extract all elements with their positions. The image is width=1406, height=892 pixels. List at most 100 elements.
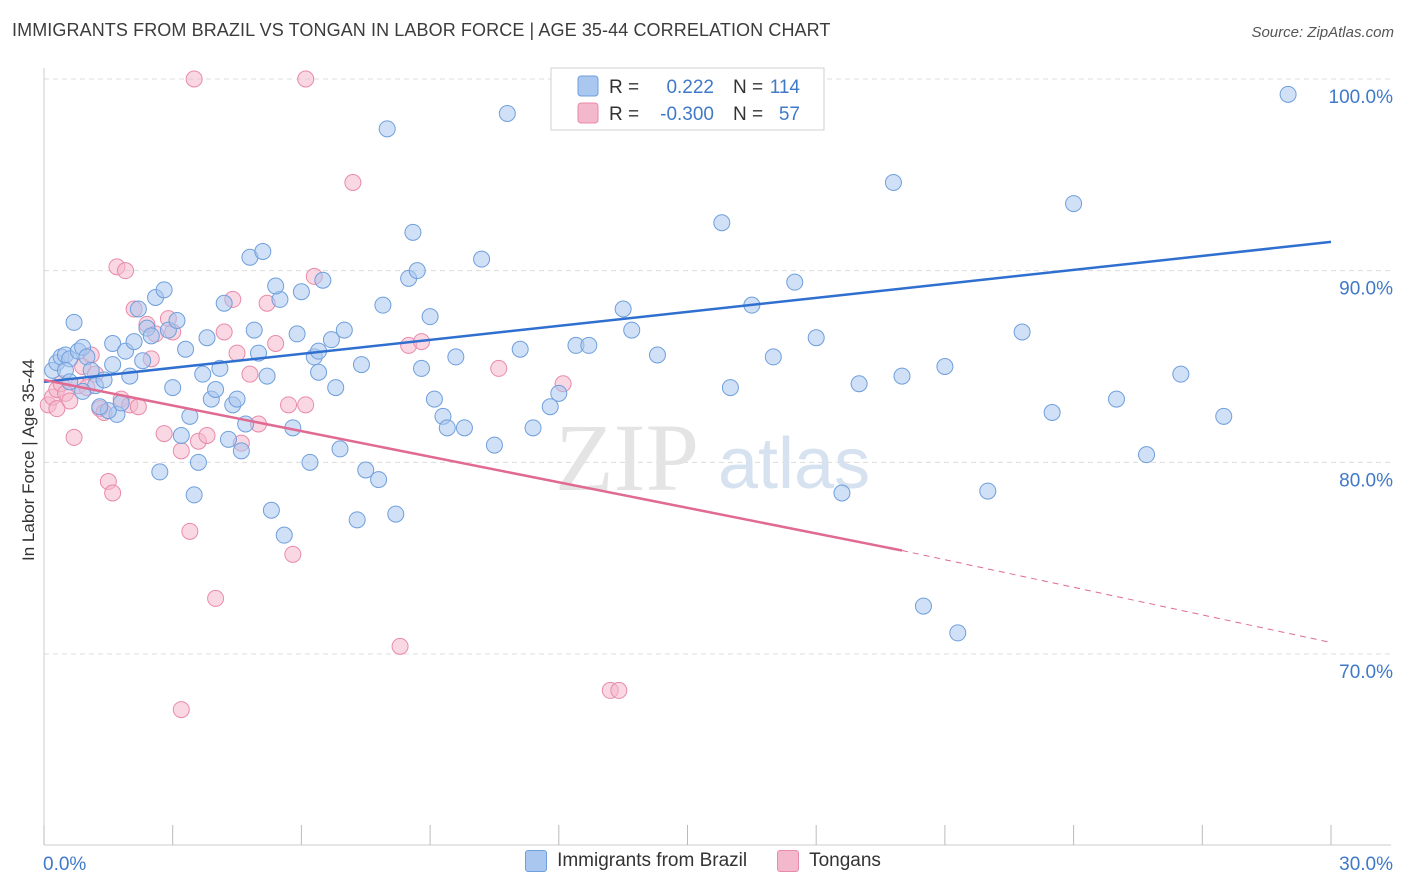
brazil-point-63	[408, 262, 426, 280]
brazil-point-5	[65, 313, 83, 331]
tongans-point-45	[391, 637, 409, 655]
brazil-point-108	[413, 359, 431, 377]
brazil-point-61	[387, 505, 405, 523]
legend-n-value-2: 57	[779, 104, 800, 125]
brazil-point-104	[134, 352, 152, 370]
legend-n-label-2: N =	[733, 104, 763, 125]
brazil-point-35	[219, 430, 237, 448]
brazil-point-91	[310, 363, 328, 381]
legend-label-brazil: Immigrants from Brazil	[557, 850, 748, 871]
brazil-point-80	[833, 484, 851, 502]
y-tick-label-0: 100.0%	[1329, 87, 1394, 108]
brazil-point-90	[168, 312, 186, 329]
brazil-point-116	[1215, 407, 1233, 425]
brazil-point-105	[194, 365, 212, 383]
brazil-point-120	[893, 367, 911, 385]
y-tick-label-2: 80.0%	[1339, 470, 1393, 491]
x-tick-label-0: 0.0%	[43, 854, 86, 875]
brazil-point-89	[125, 333, 143, 351]
tongans-point-15	[104, 484, 122, 502]
brazil-point-19	[129, 300, 147, 318]
brazil-point-54	[331, 440, 349, 458]
brazil-point-79	[786, 273, 804, 291]
legend-swatch-blue	[577, 75, 599, 97]
watermark: ZIP atlas	[555, 404, 870, 511]
brazil-point-117	[1279, 85, 1297, 103]
brazil-point-29	[189, 453, 207, 471]
brazil-point-119	[1043, 404, 1061, 421]
brazil-point-25	[164, 379, 182, 397]
brazil-point-121	[764, 348, 782, 366]
brazil-point-18	[121, 367, 139, 385]
y-tick-label-1: 90.0%	[1339, 279, 1393, 300]
tongans-point-32	[215, 323, 233, 341]
brazil-point-59	[374, 296, 392, 314]
brazil-point-114	[1013, 323, 1031, 341]
tongans-point-20	[129, 398, 147, 416]
brazil-point-32	[207, 381, 225, 398]
brazil-point-33	[211, 359, 229, 377]
brazil-point-77	[713, 214, 731, 232]
tongans-point-36	[241, 365, 259, 383]
trend-lines	[43, 240, 1332, 643]
brazil-point-113	[936, 358, 954, 375]
brazil-point-111	[721, 379, 739, 397]
watermark-zip: ZIP	[555, 404, 699, 511]
brazil-point-46	[275, 526, 293, 544]
tongans-point-27	[172, 442, 190, 460]
brazil-point-106	[288, 325, 306, 343]
brazil-point-87	[1138, 446, 1156, 464]
legend-n-label-1: N =	[733, 77, 763, 98]
brazil-point-40	[245, 321, 263, 339]
tongans-point-53	[185, 70, 203, 88]
tongans-point-48	[490, 359, 508, 377]
brazil-point-56	[348, 511, 366, 529]
brazil-point-57	[357, 461, 375, 479]
axes	[43, 68, 1391, 846]
brazil-point-55	[335, 321, 353, 339]
tongans-point-34	[228, 344, 246, 362]
tongans-point-5	[61, 392, 79, 410]
legend-r-value-2: -0.300	[660, 104, 714, 125]
brazil-point-102	[485, 436, 503, 454]
tongans-point-24	[155, 425, 173, 443]
series-legend: Immigrants from Brazil Tongans	[0, 850, 1406, 872]
brazil-point-82	[884, 174, 902, 191]
tongans-point-56	[48, 400, 66, 418]
brazil-point-69	[473, 250, 491, 268]
source-credit: Source: ZipAtlas.com	[1251, 24, 1394, 41]
brazil-point-92	[404, 223, 422, 241]
tongans-point-54	[297, 70, 315, 88]
x-tick-label-1: 30.0%	[1339, 854, 1393, 875]
brazil-point-26	[172, 427, 190, 444]
brazil-point-28	[185, 486, 203, 504]
brazil-point-30	[198, 329, 216, 347]
brazil-point-83	[914, 597, 932, 615]
tongans-point-44	[344, 174, 362, 191]
tongans-point-28	[181, 522, 199, 540]
brazil-point-68	[455, 419, 473, 437]
brazil-point-97	[104, 356, 122, 374]
series-brazil-points	[44, 85, 1297, 642]
correlation-legend: R = 0.222 N = 114 R = -0.300 N = 57	[550, 67, 825, 131]
brazil-trend-line	[43, 240, 1332, 384]
brazil-point-23	[155, 281, 173, 299]
brazil-point-48	[292, 283, 310, 301]
legend-r-label-1: R =	[609, 77, 639, 98]
legend-n-value-1: 114	[770, 77, 801, 98]
brazil-point-66	[438, 419, 456, 437]
brazil-point-112	[807, 329, 825, 347]
tongans-point-55	[117, 262, 135, 280]
tongans-point-42	[297, 396, 315, 414]
brazil-point-109	[541, 398, 559, 416]
brazil-point-76	[648, 346, 666, 364]
y-axis-title: In Labor Force | Age 35-44	[19, 359, 38, 561]
brazil-point-74	[580, 336, 598, 354]
tongans-point-51	[610, 681, 628, 699]
tongans-point-30	[198, 427, 216, 444]
brazil-point-71	[511, 340, 529, 358]
brazil-point-44	[262, 501, 280, 519]
brazil-point-70	[498, 105, 516, 122]
brazil-point-43	[258, 367, 276, 385]
